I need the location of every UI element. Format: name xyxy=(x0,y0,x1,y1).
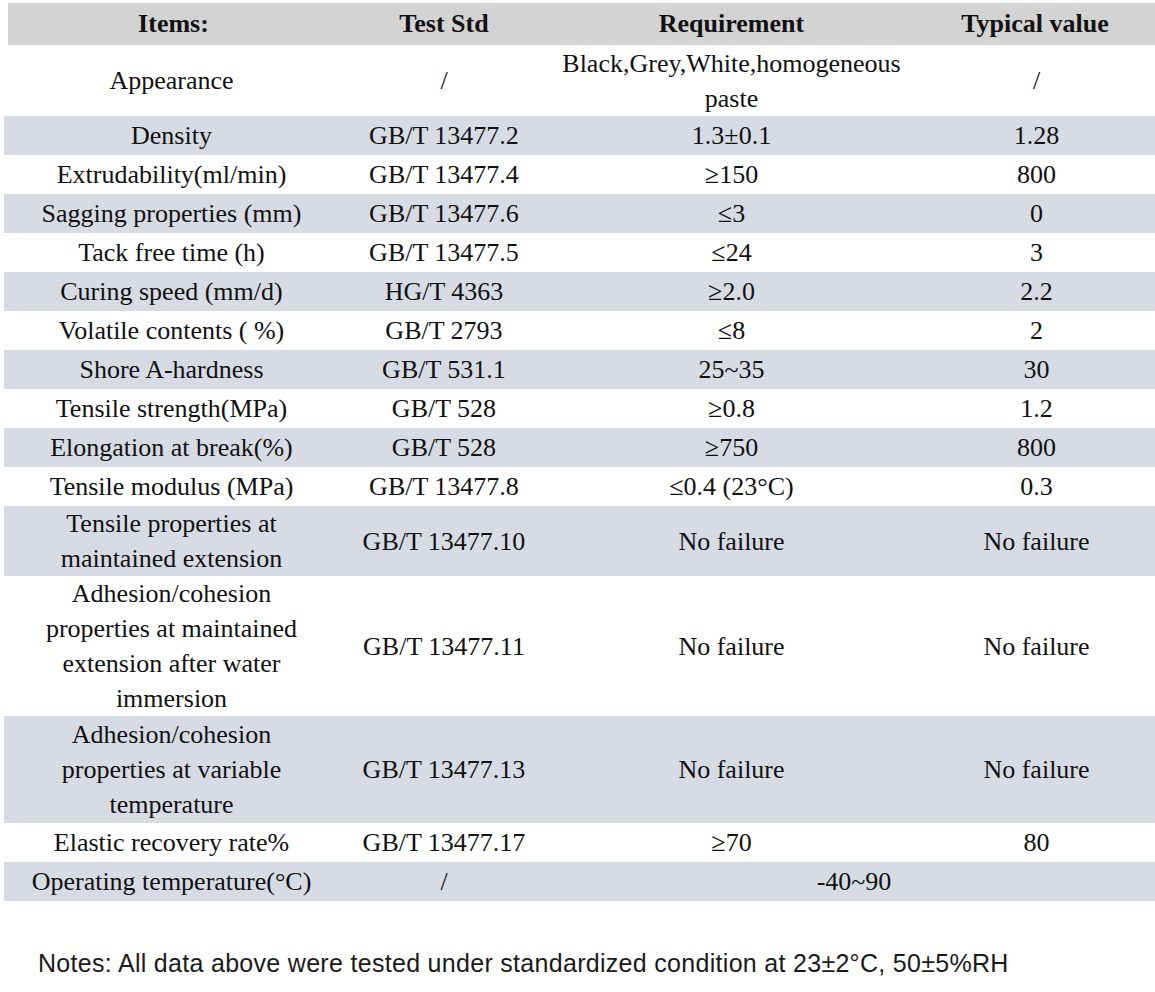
table-row: Tensile modulus (MPa) GB/T 13477.8 ≤0.4 … xyxy=(4,467,1155,506)
table-row: Adhesion/cohesion properties at variable… xyxy=(4,716,1155,823)
cell-typical-value: 1.2 xyxy=(914,389,1155,428)
cell-requirement: 1.3±0.1 xyxy=(549,116,914,155)
cell-typical-value: 30 xyxy=(914,350,1155,389)
cell-test-std: GB/T 13477.11 xyxy=(339,576,549,716)
cell-requirement: No failure xyxy=(549,506,914,576)
column-header-items: Items: xyxy=(4,3,339,45)
cell-typical-value: 0.3 xyxy=(914,467,1155,506)
cell-test-std: / xyxy=(339,862,549,901)
table-row: Appearance / Black,Grey,White,homogeneou… xyxy=(4,45,1155,116)
cell-item: Elongation at break(%) xyxy=(4,428,339,467)
cell-item: Shore A-hardness xyxy=(4,350,339,389)
table-row: Sagging properties (mm) GB/T 13477.6 ≤3 … xyxy=(4,194,1155,233)
cell-requirement: ≤3 xyxy=(549,194,914,233)
table-row: Density GB/T 13477.2 1.3±0.1 1.28 xyxy=(4,116,1155,155)
cell-typical-value: No failure xyxy=(914,576,1155,716)
cell-typical-value: 1.28 xyxy=(914,116,1155,155)
column-header-test-std: Test Std xyxy=(339,3,549,45)
table-row: Elongation at break(%) GB/T 528 ≥750 800 xyxy=(4,428,1155,467)
table-row: Operating temperature(°C) / -40~90 xyxy=(4,862,1155,901)
cell-test-std: GB/T 13477.8 xyxy=(339,467,549,506)
cell-requirement: Black,Grey,White,homogeneous paste xyxy=(549,45,914,116)
cell-requirement: ≥2.0 xyxy=(549,272,914,311)
cell-test-std: GB/T 13477.6 xyxy=(339,194,549,233)
cell-test-std: GB/T 528 xyxy=(339,389,549,428)
cell-item: Curing speed (mm/d) xyxy=(4,272,339,311)
cell-test-std: GB/T 531.1 xyxy=(339,350,549,389)
cell-test-std: GB/T 13477.13 xyxy=(339,716,549,823)
cell-requirement: ≥70 xyxy=(549,823,914,862)
cell-item: Adhesion/cohesion properties at variable… xyxy=(4,716,339,823)
cell-test-std: GB/T 13477.17 xyxy=(339,823,549,862)
cell-item: Tensile properties at maintained extensi… xyxy=(4,506,339,576)
cell-test-std: GB/T 528 xyxy=(339,428,549,467)
cell-typical-value: 2 xyxy=(914,311,1155,350)
column-header-requirement: Requirement xyxy=(549,3,914,45)
cell-requirement: ≤0.4 (23°C) xyxy=(549,467,914,506)
cell-test-std: HG/T 4363 xyxy=(339,272,549,311)
table-row: Extrudability(ml/min) GB/T 13477.4 ≥150 … xyxy=(4,155,1155,194)
cell-test-std: / xyxy=(339,45,549,116)
cell-item: Operating temperature(°C) xyxy=(4,862,339,901)
table-row: Tensile strength(MPa) GB/T 528 ≥0.8 1.2 xyxy=(4,389,1155,428)
spec-table: Items: Test Std Requirement Typical valu… xyxy=(0,3,1155,901)
table-row: Curing speed (mm/d) HG/T 4363 ≥2.0 2.2 xyxy=(4,272,1155,311)
cell-item: Sagging properties (mm) xyxy=(4,194,339,233)
cell-requirement: ≥0.8 xyxy=(549,389,914,428)
cell-typical-value: 3 xyxy=(914,233,1155,272)
cell-item: Density xyxy=(4,116,339,155)
cell-test-std: GB/T 13477.5 xyxy=(339,233,549,272)
table-row: Elastic recovery rate% GB/T 13477.17 ≥70… xyxy=(4,823,1155,862)
cell-typical-value: 800 xyxy=(914,155,1155,194)
cell-test-std: GB/T 2793 xyxy=(339,311,549,350)
cell-typical-value: 2.2 xyxy=(914,272,1155,311)
cell-requirement: No failure xyxy=(549,716,914,823)
table-row: Tensile properties at maintained extensi… xyxy=(4,506,1155,576)
cell-item: Adhesion/cohesion properties at maintain… xyxy=(4,576,339,716)
cell-requirement-merged: -40~90 xyxy=(549,862,1155,901)
cell-requirement: ≥750 xyxy=(549,428,914,467)
cell-requirement: ≥150 xyxy=(549,155,914,194)
cell-test-std: GB/T 13477.4 xyxy=(339,155,549,194)
cell-item: Appearance xyxy=(4,45,339,116)
cell-typical-value: 0 xyxy=(914,194,1155,233)
cell-item: Extrudability(ml/min) xyxy=(4,155,339,194)
header-row: Items: Test Std Requirement Typical valu… xyxy=(4,3,1155,45)
cell-typical-value: No failure xyxy=(914,716,1155,823)
cell-requirement: No failure xyxy=(549,576,914,716)
table-row: Adhesion/cohesion properties at maintain… xyxy=(4,576,1155,716)
cell-test-std: GB/T 13477.2 xyxy=(339,116,549,155)
column-header-typical-value: Typical value xyxy=(914,3,1155,45)
cell-item: Tack free time (h) xyxy=(4,233,339,272)
cell-typical-value: 80 xyxy=(914,823,1155,862)
cell-typical-value: No failure xyxy=(914,506,1155,576)
cell-requirement: ≤24 xyxy=(549,233,914,272)
table-row: Volatile contents ( %) GB/T 2793 ≤8 2 xyxy=(4,311,1155,350)
cell-item: Tensile modulus (MPa) xyxy=(4,467,339,506)
cell-test-std: GB/T 13477.10 xyxy=(339,506,549,576)
table-row: Shore A-hardness GB/T 531.1 25~35 30 xyxy=(4,350,1155,389)
cell-item: Elastic recovery rate% xyxy=(4,823,339,862)
cell-typical-value: / xyxy=(914,45,1155,116)
cell-item: Tensile strength(MPa) xyxy=(4,389,339,428)
cell-typical-value: 800 xyxy=(914,428,1155,467)
cell-requirement: ≤8 xyxy=(549,311,914,350)
notes-text: Notes: All data above were tested under … xyxy=(38,947,1155,979)
cell-requirement: 25~35 xyxy=(549,350,914,389)
cell-item: Volatile contents ( %) xyxy=(4,311,339,350)
table-row: Tack free time (h) GB/T 13477.5 ≤24 3 xyxy=(4,233,1155,272)
